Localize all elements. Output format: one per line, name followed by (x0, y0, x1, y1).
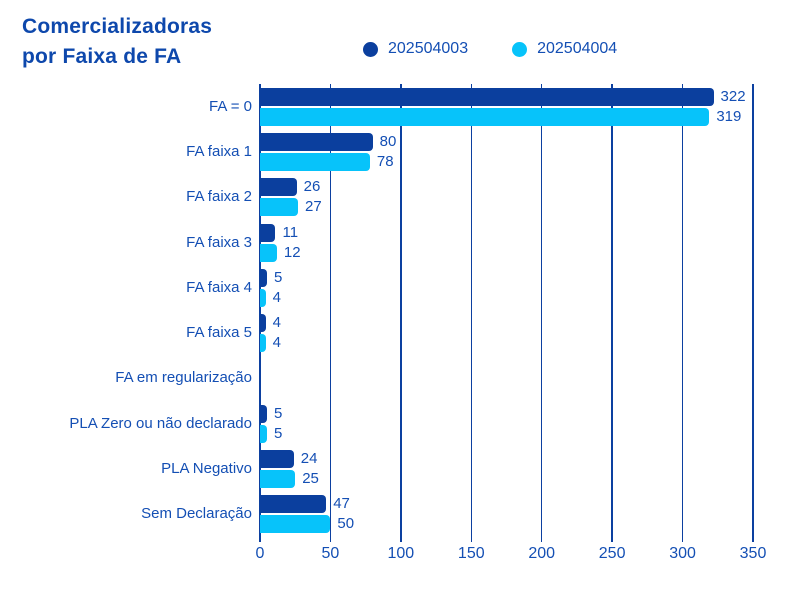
legend-item[interactable]: 202504003 (363, 40, 468, 58)
gridline (470, 84, 473, 542)
x-tick-label: 200 (528, 545, 556, 562)
legend-dot-icon (363, 41, 378, 57)
value-label: 5 (274, 268, 283, 286)
gridline (611, 84, 613, 542)
category-label: FA = 0 (209, 97, 252, 115)
category-label: FA em regularização (115, 369, 252, 387)
bar (260, 515, 331, 534)
x-tick-label: 350 (739, 545, 767, 562)
value-label: 319 (716, 107, 742, 125)
category-label: PLA Negativo (161, 460, 252, 478)
bar (260, 470, 296, 489)
gridline (329, 84, 332, 542)
value-label: 5 (274, 424, 283, 442)
bar (260, 450, 294, 469)
bar (260, 152, 370, 171)
chart-title-line1: Comercializadoras (22, 15, 213, 38)
bar (260, 107, 710, 126)
x-tick-label: 100 (387, 545, 415, 562)
value-label: 24 (300, 450, 318, 468)
value-label: 27 (305, 198, 322, 216)
bar (260, 334, 266, 353)
gridline (540, 84, 543, 542)
gridline (259, 84, 261, 542)
bar (260, 495, 327, 514)
value-label: 25 (302, 470, 319, 488)
legend-label: 202504004 (537, 40, 618, 57)
bar (260, 198, 299, 217)
gridline (400, 84, 402, 542)
category-label: FA faixa 1 (186, 142, 252, 160)
bar (260, 268, 268, 287)
x-tick-label: 0 (255, 545, 265, 562)
bar (260, 424, 268, 443)
category-label: FA faixa 4 (186, 278, 252, 296)
x-tick-label: 250 (598, 545, 626, 562)
chart-title: Comercializadoras por Faixa de FA (22, 12, 212, 72)
x-tick-label: 50 (321, 545, 340, 562)
x-tick-label: 150 (457, 545, 485, 562)
value-label: 26 (303, 178, 321, 196)
value-label: 12 (283, 243, 301, 261)
category-label: FA faixa 5 (186, 324, 252, 342)
value-label: 11 (282, 223, 299, 241)
category-label: PLA Zero ou não declarado (69, 414, 252, 432)
value-label: 4 (272, 314, 281, 332)
bar (260, 87, 714, 106)
x-tick-label: 300 (669, 545, 696, 562)
bar (260, 178, 297, 197)
value-label: 4 (272, 334, 281, 352)
gridline (752, 84, 754, 542)
bar (260, 404, 268, 423)
category-label: Sem Declaração (141, 505, 252, 523)
bar (260, 314, 266, 333)
bar (260, 288, 266, 307)
value-label: 47 (333, 495, 350, 513)
legend-dot-icon (512, 41, 528, 57)
bar (260, 132, 373, 151)
value-label: 50 (337, 515, 355, 533)
value-label: 4 (272, 288, 281, 306)
value-label: 78 (376, 152, 394, 170)
value-label: 322 (720, 87, 746, 105)
legend: 202504003 202504004 (363, 40, 617, 58)
category-label: FA faixa 2 (186, 188, 252, 206)
chart-title-line2: por Faixa de FA (22, 45, 182, 68)
legend-label: 202504003 (388, 40, 469, 57)
bar (260, 223, 276, 242)
legend-item[interactable]: 202504004 (512, 40, 617, 58)
value-label: 5 (274, 404, 283, 422)
value-label: 80 (379, 132, 397, 150)
bar (260, 243, 277, 262)
category-label: FA faixa 3 (186, 233, 252, 251)
gridline (681, 84, 684, 542)
